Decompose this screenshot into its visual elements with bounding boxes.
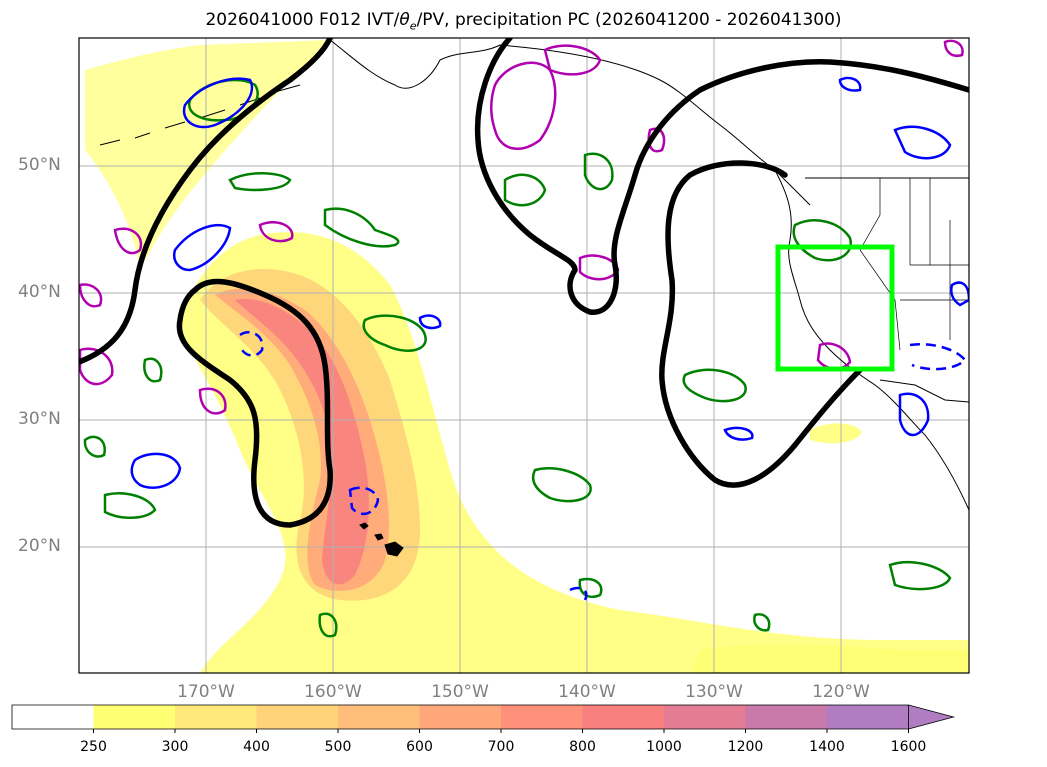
- pv-contour-ridge: [659, 160, 863, 488]
- precip-cell: [228, 172, 292, 192]
- coastlines: [99, 39, 969, 557]
- precip-cell: [83, 435, 106, 458]
- precip-cell: [753, 613, 771, 632]
- coastline-west-us: [774, 169, 969, 511]
- colorbar-tick-label: 700: [487, 739, 515, 755]
- ivt-colorbar: [11, 704, 956, 733]
- colorbar-segment: [419, 705, 502, 729]
- precip-cell: [531, 467, 592, 503]
- theta-e-contour: [130, 452, 182, 489]
- map-title: 2026041000 F012 IVT/θe/PV, precipitation…: [205, 10, 842, 33]
- lon-label-150w: 150°W: [431, 682, 489, 702]
- colorbar-tick-label: 250: [80, 739, 107, 755]
- theta-e-contour: [182, 77, 253, 129]
- colorbar-tick-label: 1600: [890, 739, 927, 755]
- plot-frame: [78, 37, 970, 674]
- map-plot-area: [79, 38, 969, 673]
- pv-contour-central: [474, 38, 969, 315]
- precip-cell: [682, 368, 747, 403]
- colorbar-tick-label: 1400: [809, 739, 845, 755]
- precip-neg-cell: [79, 347, 114, 386]
- lon-label-170w: 170°W: [177, 682, 235, 702]
- coastline-aleutians: [99, 84, 301, 146]
- precip-cell: [888, 561, 952, 591]
- coastline-alaska: [329, 39, 811, 206]
- colorbar-segment: [338, 705, 420, 729]
- colorbar-frame: [11, 704, 909, 730]
- colorbar-segment: [256, 705, 339, 729]
- lat-label-20n: 20°N: [18, 536, 61, 556]
- precip-cell: [503, 173, 547, 207]
- colorbar-segment: [501, 705, 583, 729]
- precip-cell: [143, 357, 163, 383]
- colorbar-extend-arrow: [908, 704, 956, 730]
- precip-neg-cell: [816, 342, 852, 370]
- lat-label-40n: 40°N: [18, 282, 61, 302]
- theta-e-contours: [130, 76, 969, 601]
- colorbar-segment: [664, 705, 746, 729]
- lat-label-50n: 50°N: [18, 155, 61, 175]
- hawaii-islands: [359, 522, 404, 557]
- precip-neg-cell: [113, 227, 143, 255]
- lon-label-140w: 140°W: [558, 682, 616, 702]
- precip-cell: [323, 207, 400, 248]
- precip-neg-cell: [943, 39, 964, 57]
- ivt-800-core: [235, 299, 369, 585]
- colorbar-segment-under: [12, 705, 94, 729]
- theta-e-contour-dashed: [238, 331, 264, 357]
- precip-cell: [583, 152, 614, 191]
- precip-cell: [318, 612, 338, 638]
- colorbar-tick-label: 800: [569, 739, 596, 755]
- precip-neg-cell: [258, 221, 294, 243]
- precip-neg-cell: [79, 283, 103, 308]
- pv-contours: [79, 38, 969, 528]
- colorbar-tick-label: 500: [324, 739, 352, 755]
- pv-contour-trough: [176, 278, 333, 528]
- theta-e-contour: [893, 125, 952, 160]
- theta-e-contour: [173, 223, 232, 272]
- ivt-patch-southeast: [690, 644, 969, 673]
- colorbar-segment: [175, 705, 257, 729]
- colorbar-segment: [93, 705, 176, 729]
- colorbar-tick-label: 600: [406, 739, 433, 755]
- lon-label-130w: 130°W: [685, 682, 743, 702]
- lat-label-30n: 30°N: [18, 409, 61, 429]
- colorbar-tick-label: 400: [243, 739, 270, 755]
- precip-neg-cell: [198, 387, 227, 415]
- theta-e-contour: [898, 392, 930, 437]
- theta-e-contour: [723, 426, 754, 441]
- colorbar-tick-label: 1000: [646, 739, 682, 755]
- border-us-mexico: [879, 379, 969, 403]
- colorbar-segment: [582, 705, 665, 729]
- precip-cell: [362, 314, 427, 352]
- precip-cell: [578, 577, 603, 599]
- theta-e-contour: [950, 281, 969, 307]
- precip-positive-contours: [83, 78, 952, 638]
- state-borders: [859, 178, 969, 351]
- target-region-box: [775, 244, 895, 372]
- lon-label-120w: 120°W: [812, 682, 870, 702]
- theta-e-contour-dashed: [348, 486, 380, 516]
- colorbar-tick-label: 300: [161, 739, 189, 755]
- ivt-patch-east: [810, 423, 862, 444]
- precip-cell: [792, 219, 852, 262]
- precip-neg-cell: [490, 61, 557, 150]
- theta-e-contour-dashed: [569, 586, 588, 601]
- lon-label-160w: 160°W: [304, 682, 362, 702]
- colorbar-tick-label: 1200: [727, 739, 764, 755]
- theta-e-contour-dashed: [909, 343, 967, 371]
- colorbar-segment: [745, 705, 828, 729]
- precip-neg-cell: [543, 44, 602, 76]
- theta-e-contour: [418, 314, 442, 330]
- precip-cell: [103, 492, 157, 519]
- theta-e-contour: [838, 76, 862, 92]
- graticule: [79, 38, 969, 673]
- pv-contour-west: [79, 38, 333, 365]
- colorbar-segment: [827, 705, 909, 729]
